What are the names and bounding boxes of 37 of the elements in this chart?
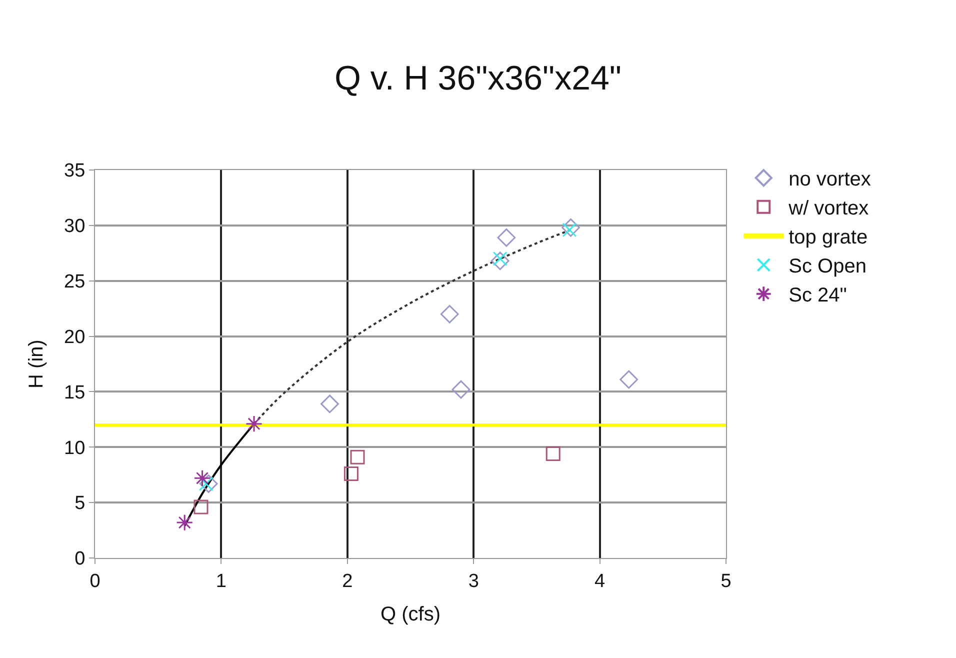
point (344, 466, 358, 481)
point (490, 252, 510, 270)
legend-label: no vortex (788, 168, 871, 191)
point (440, 304, 459, 324)
point (194, 470, 211, 487)
x-tick-label: 4 (594, 570, 606, 592)
point (194, 500, 208, 514)
point (199, 474, 218, 493)
point (497, 228, 516, 247)
y-tick-label: 15 (64, 382, 86, 404)
x-tick-label: 1 (216, 570, 226, 592)
x-axis-title: Q (cfs) (380, 603, 440, 626)
y-tick-label: 20 (64, 326, 86, 348)
point (562, 218, 580, 237)
point (245, 415, 263, 432)
y-tick-label: 35 (64, 160, 86, 182)
x-tick-label: 0 (90, 570, 100, 592)
y-tick-label: 30 (64, 216, 86, 238)
x-tick-label: 2 (342, 570, 353, 592)
y-axis-title: H (in) (26, 340, 48, 388)
point (452, 380, 470, 399)
x-tick-label: 3 (468, 570, 479, 592)
point (546, 446, 560, 462)
chart-title: Q v. H 36"x36"x24" (334, 60, 622, 98)
point (350, 450, 365, 464)
point (320, 394, 339, 414)
y-tick-label: 10 (64, 438, 86, 459)
legend-label: Sc Open (788, 256, 866, 278)
point (176, 514, 194, 532)
x-tick-label: 5 (720, 570, 732, 592)
y-tick-label: 25 (64, 272, 86, 293)
legend-label: w/ vortex (788, 198, 869, 220)
legend-label: Sc 24" (788, 284, 847, 307)
y-tick-label: 5 (74, 493, 86, 514)
legend-label: top grate (788, 226, 868, 249)
point (620, 370, 638, 389)
y-tick-label: 0 (74, 548, 86, 570)
